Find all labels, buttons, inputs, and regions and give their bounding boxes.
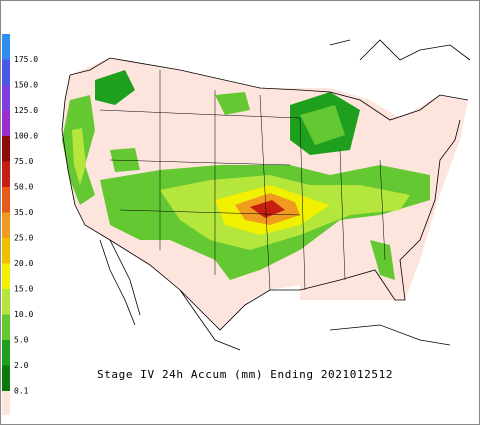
map-title: Stage IV 24h Accum (mm) Ending 202101251…	[97, 368, 393, 381]
us-border	[61, 57, 469, 331]
color-swatch	[2, 314, 10, 340]
color-swatch	[2, 110, 10, 136]
color-swatch	[2, 85, 10, 111]
color-swatch	[2, 391, 10, 415]
legend-label: 125.0	[14, 106, 38, 115]
legend-label: 0.1	[14, 387, 29, 396]
precip	[62, 70, 430, 280]
legend-label: 15.0	[14, 285, 33, 294]
legend-label: 175.0	[14, 55, 38, 64]
color-swatch	[2, 187, 10, 213]
color-swatch	[2, 238, 10, 264]
map	[61, 39, 471, 351]
color-swatch	[2, 34, 10, 60]
color-swatch	[2, 59, 10, 85]
legend-label: 150.0	[14, 81, 38, 90]
legend-label: 2.0	[14, 361, 29, 370]
legend-label: 25.0	[14, 234, 33, 243]
color-swatch	[2, 212, 10, 238]
color-swatch	[2, 161, 10, 187]
legend-label: 10.0	[14, 310, 33, 319]
state-lines	[99, 70, 386, 291]
legend-label: 35.0	[14, 208, 33, 217]
colorbar: 175.0 150.0 125.0 100.0 75.0 50.0 35.0 25.0 20.0…	[2, 34, 38, 415]
legend-label: 50.0	[14, 183, 33, 192]
legend-label: 5.0	[14, 336, 29, 345]
color-swatch	[2, 365, 10, 391]
legend-label: 75.0	[14, 157, 33, 166]
color-swatch	[2, 340, 10, 366]
mexico-caribbean	[99, 239, 451, 351]
color-swatch	[2, 289, 10, 315]
color-swatch	[2, 136, 10, 162]
legend-label: 100.0	[14, 132, 38, 141]
color-swatch	[2, 263, 10, 289]
canada-coast	[329, 39, 471, 61]
legend-label: 20.0	[14, 259, 33, 268]
